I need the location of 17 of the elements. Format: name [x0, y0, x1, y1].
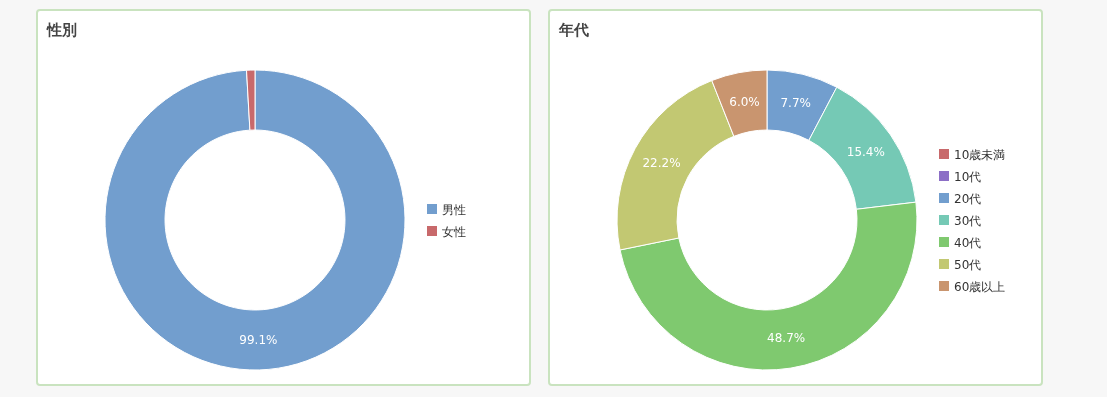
chart-title: 性別 [46, 21, 77, 39]
data-label: 15.4% [846, 144, 885, 159]
data-label: 6.0% [729, 95, 760, 110]
legend-label: 10歳未満 [954, 147, 1006, 162]
legend-label: 60歳以上 [954, 279, 1006, 294]
legend-label: 30代 [954, 213, 982, 228]
chart-title: 年代 [558, 21, 589, 39]
data-label: 22.2% [642, 155, 681, 170]
data-label: 48.7% [767, 331, 806, 346]
legend-label: 男性 [442, 202, 466, 217]
legend-label: 40代 [954, 235, 982, 250]
data-label: 99.1% [239, 332, 278, 347]
legend-label: 20代 [954, 191, 982, 206]
legend-label: 女性 [442, 224, 466, 239]
data-label: 7.7% [780, 96, 811, 111]
legend-label: 50代 [954, 257, 982, 272]
legend-label: 10代 [954, 169, 982, 184]
